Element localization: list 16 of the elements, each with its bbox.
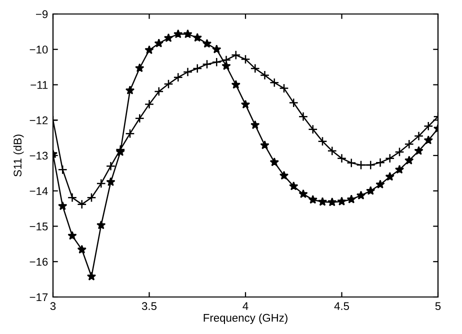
x-tick-label: 3 (50, 302, 56, 310)
y-tick-label: −17 (30, 293, 48, 302)
x-tick-label: 3.5 (142, 302, 157, 310)
x-axis-title: Frequency (GHz) (204, 314, 288, 324)
y-tick-label: −13 (30, 152, 48, 160)
y-tick-label: −11 (30, 81, 48, 89)
y-tick-label: −9 (36, 10, 48, 18)
y-tick-label: −15 (30, 222, 48, 230)
y-tick-label: −14 (30, 187, 48, 195)
y-tick-label: −16 (30, 258, 48, 266)
x-tick-label: 4.5 (334, 302, 350, 310)
x-tick-label: 4 (242, 302, 248, 310)
y-tick-label: −10 (30, 46, 48, 54)
y-tick-label: −12 (30, 116, 48, 124)
y-axis-title: S11 (dB) (13, 134, 24, 177)
x-tick-label: 5 (435, 302, 441, 310)
